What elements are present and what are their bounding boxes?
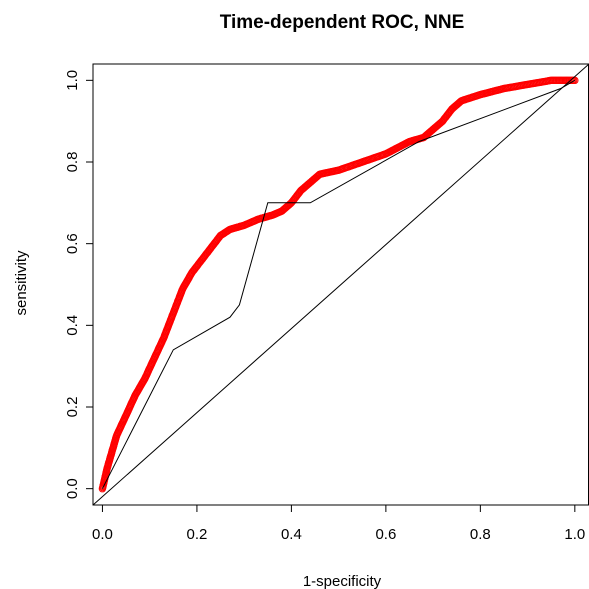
series-points-0 [98,76,579,493]
x-axis-label: 1-specificity [303,573,382,589]
y-tick-label: 0.0 [64,478,81,499]
chart-title: Time-dependent ROC, NNE [220,12,465,33]
y-tick-label: 0.6 [64,233,81,254]
x-tick-label: 0.4 [281,526,302,543]
x-tick-label: 0.2 [186,526,207,543]
y-axis: 0.0 0.2 0.4 0.6 0.8 1.0 [64,70,94,499]
x-tick-label: 0.6 [375,526,396,543]
y-tick-label: 0.8 [64,152,81,173]
x-tick-label: 1.0 [564,526,585,543]
y-tick-label: 0.4 [64,315,81,336]
series-line-2 [93,64,589,505]
x-tick-label: 0.0 [92,526,113,543]
y-axis-label: sensitivity [13,250,30,316]
plot-area [92,63,589,506]
plot-inner [93,64,589,505]
y-tick-label: 1.0 [64,70,81,91]
y-tick-label: 0.2 [64,397,81,418]
x-axis: 0.0 0.2 0.4 0.6 0.8 1.0 [92,504,585,543]
series-line-1 [101,79,576,489]
x-tick-label: 0.8 [470,526,491,543]
